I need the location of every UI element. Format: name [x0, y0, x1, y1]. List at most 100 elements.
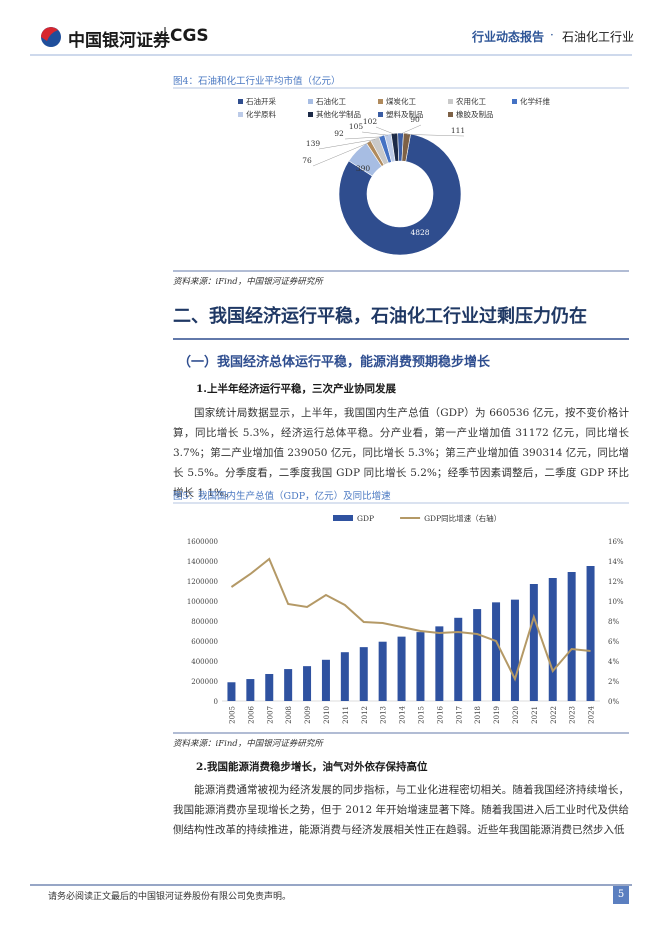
figure-title: 图5：我国国内生产总值（GDP，亿元）及同比增速 [173, 491, 391, 502]
x-tick-label: 2009 [304, 706, 312, 724]
legend-label: 其他化学制品 [316, 109, 361, 119]
bar [340, 652, 349, 701]
legend-label: 橡胶及制品 [456, 109, 494, 119]
data-label: 111 [451, 126, 465, 135]
leader-line [375, 126, 395, 135]
bar [510, 599, 519, 701]
legend-swatch [333, 515, 353, 521]
bar [567, 572, 576, 701]
x-tick-label: 2016 [436, 705, 444, 723]
legend-swatch [378, 99, 383, 104]
heading-3: 1.上半年经济运行平稳，三次产业协同发展 [196, 383, 396, 395]
legend-label: 石油化工 [316, 96, 346, 106]
x-tick-label: 2014 [399, 705, 407, 723]
paragraph: 能源消费通常被视为经济发展的同步指标，与工业化进程密切相关。随着我国经济持续增长… [173, 784, 629, 836]
legend-swatch [448, 99, 453, 104]
y2-tick-label: 8% [608, 618, 619, 626]
heading-2: （一）我国经济总体运行平稳，能源消费预期稳步增长 [178, 355, 491, 370]
y2-tick-label: 4% [608, 658, 619, 666]
bar [378, 641, 387, 701]
legend-swatch [448, 112, 453, 117]
x-tick-label: 2022 [550, 706, 558, 724]
x-tick-label: 2020 [512, 706, 520, 724]
source: 资料来源：iFind，中国银河证券研究所 [173, 739, 323, 749]
bar [397, 636, 406, 701]
legend-label: 化学原料 [246, 109, 276, 119]
leader-line [361, 131, 388, 136]
y-tick-label: 1400000 [187, 558, 218, 566]
legend-label: GDP同比增速（右轴） [424, 513, 501, 523]
legend-label: 化学纤维 [520, 96, 550, 106]
x-tick-label: 2013 [380, 706, 388, 724]
bar [529, 584, 538, 701]
bar [492, 602, 501, 701]
pie-slice [401, 132, 411, 162]
logo-cn: 中国银河证券 [68, 31, 170, 51]
y-tick-label: 1000000 [187, 598, 218, 606]
y2-tick-label: 12% [608, 578, 624, 586]
y-tick-label: 200000 [191, 678, 218, 686]
bar [435, 626, 444, 701]
bar [473, 609, 482, 701]
y2-tick-label: 2% [608, 678, 619, 686]
bar [321, 659, 330, 701]
bar [303, 666, 312, 701]
bar [454, 617, 463, 701]
leader-line [406, 134, 465, 137]
data-label: 102 [363, 117, 378, 126]
logo-en: CGS [170, 26, 209, 46]
legend-swatch [238, 99, 243, 104]
source: 资料来源：iFind，中国银河证券研究所 [173, 277, 323, 287]
legend-label: 石油开采 [246, 96, 276, 106]
bar [227, 682, 236, 701]
data-label: 4828 [410, 228, 429, 237]
x-tick-label: 2023 [569, 706, 577, 724]
report-type: 行业动态报告 [472, 30, 545, 44]
data-label: 92 [334, 129, 344, 138]
bar [284, 669, 293, 701]
y-tick-label: 0 [214, 698, 218, 706]
data-label: 390 [356, 164, 371, 173]
bar [548, 578, 557, 701]
x-tick-label: 2012 [361, 706, 369, 724]
y2-tick-label: 0% [608, 698, 619, 706]
y2-tick-label: 6% [608, 638, 619, 646]
separator: · [550, 28, 554, 42]
bar [246, 679, 255, 701]
pie-slice [338, 133, 462, 256]
figure-title: 图4：石油和化工行业平均市值（亿元） [173, 76, 341, 87]
x-tick-label: 2006 [247, 705, 255, 723]
legend-label: GDP [357, 514, 374, 523]
x-tick-label: 2021 [531, 706, 539, 724]
data-label: 90 [410, 115, 420, 124]
legend-label: 农用化工 [456, 96, 486, 106]
data-label: 76 [302, 156, 312, 165]
bar [265, 673, 274, 701]
y-tick-label: 600000 [191, 638, 218, 646]
x-tick-label: 2015 [417, 706, 425, 724]
logo-icon-red [41, 27, 58, 41]
disclaimer: 请务必阅读正文最后的中国银河证券股份有限公司免责声明。 [48, 892, 292, 902]
x-tick-label: 2010 [323, 706, 331, 724]
y2-tick-label: 16% [608, 538, 624, 546]
y-tick-label: 400000 [191, 658, 218, 666]
x-tick-label: 2024 [588, 705, 596, 723]
y-tick-label: 800000 [191, 618, 218, 626]
x-tick-label: 2005 [228, 706, 236, 724]
y2-tick-label: 10% [608, 598, 624, 606]
legend-swatch [238, 112, 243, 117]
legend-swatch [308, 112, 313, 117]
page-number: 5 [617, 889, 625, 900]
x-tick-label: 2008 [285, 706, 293, 724]
leader-line [318, 139, 376, 150]
y-tick-label: 1200000 [187, 578, 218, 586]
page-box [613, 886, 629, 904]
y-tick-label: 1600000 [187, 538, 218, 546]
legend-label: 塑料及制品 [386, 109, 424, 119]
paragraph: 国家统计局数据显示，上半年，我国国内生产总值（GDP）为 660536 亿元，按… [173, 407, 629, 499]
x-tick-label: 2018 [474, 706, 482, 724]
data-label: 139 [306, 139, 321, 148]
